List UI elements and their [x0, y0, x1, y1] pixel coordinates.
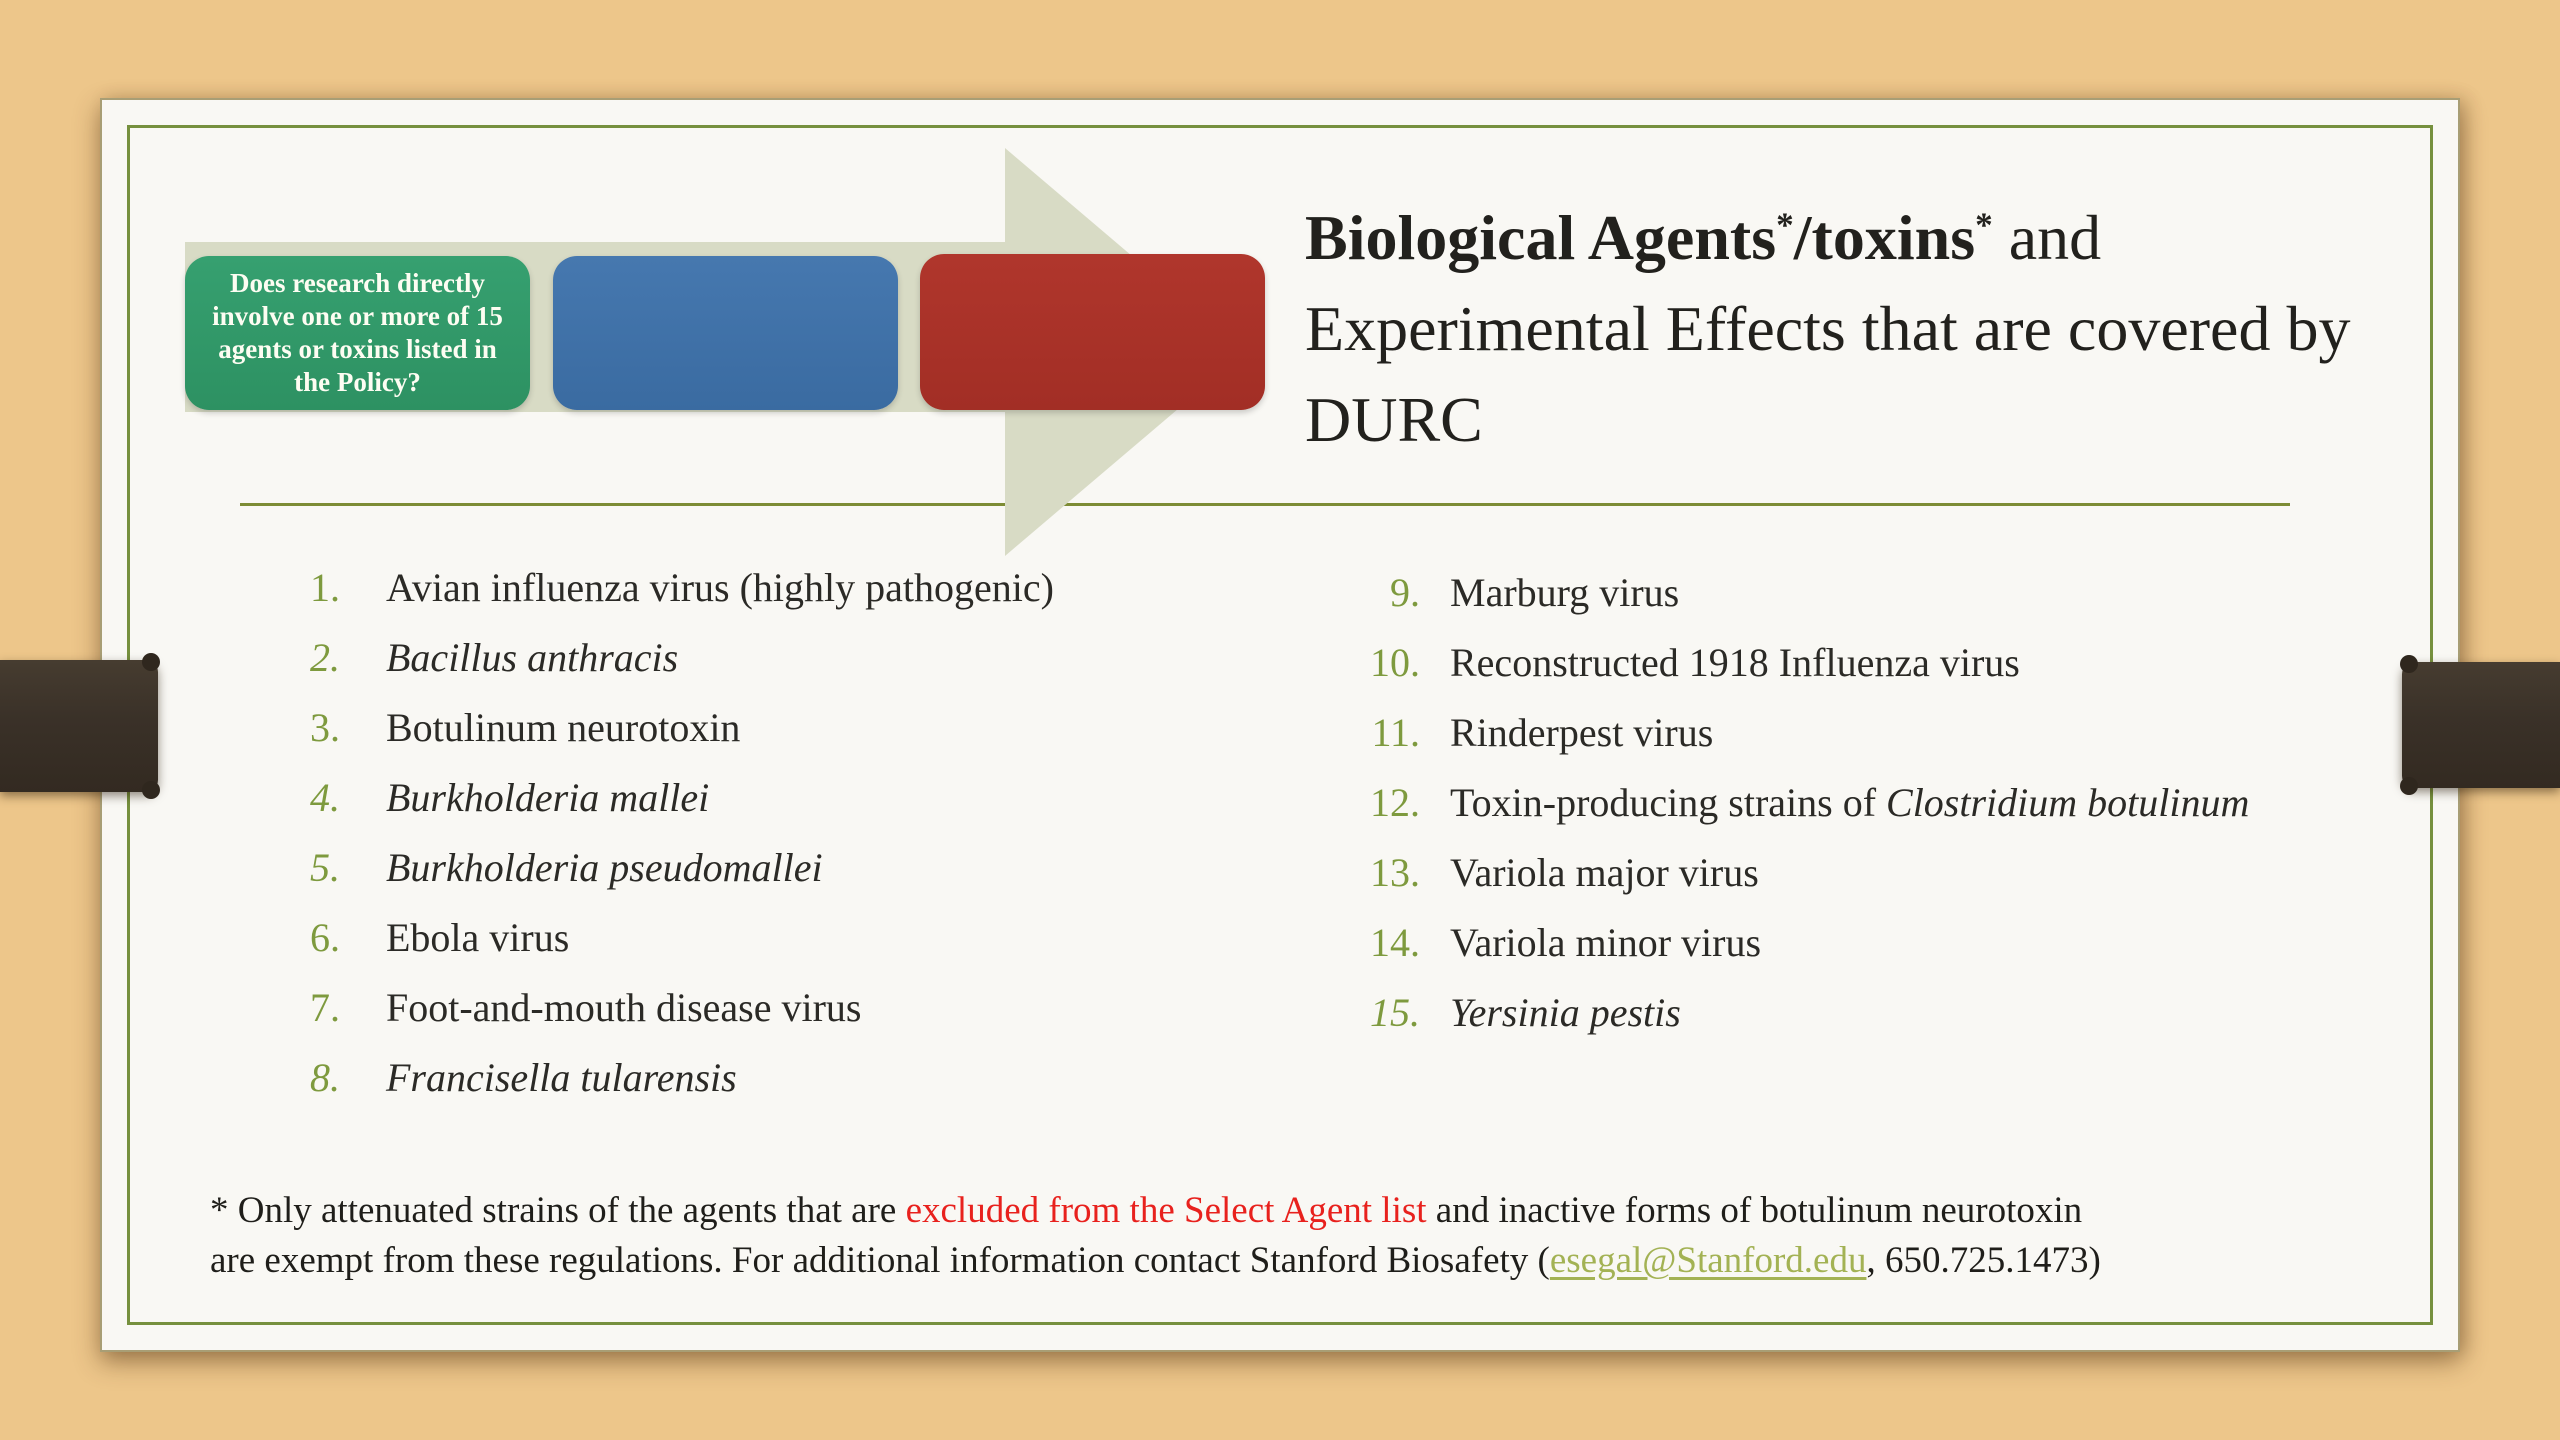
list-item-text-segment: Variola minor virus: [1450, 919, 1762, 965]
list-item-number: 11.: [1371, 709, 1420, 755]
list-item-number: 13.: [1370, 849, 1420, 895]
list-item-text-segment: Yersinia pestis: [1450, 989, 1681, 1035]
list-item-text-segment: Marburg virus: [1450, 569, 1680, 615]
list-item-text: Foot-and-mouth disease virus: [386, 984, 862, 1031]
agent-list-left-column: 1. Avian influenza virus (highly pathogen…: [240, 552, 1270, 1112]
list-item: 8. Francisella tularensis: [240, 1042, 1270, 1112]
list-item-text: Variola minor virus: [1450, 919, 1761, 966]
list-item-text: Reconstructed 1918 Influenza virus: [1450, 639, 2020, 686]
title-asterisk-1: *: [1776, 205, 1794, 245]
slide-title: Biological Agents*/toxins* and Experimen…: [1305, 192, 2415, 465]
flow-middle-box: [553, 256, 898, 410]
list-item: 11. Rinderpest virus: [1310, 697, 2450, 767]
list-item-text: Toxin-producing strains of Clostridium b…: [1450, 779, 2249, 826]
footnote-text-segment: and inactive forms of botulinum neurotox…: [1426, 1190, 2083, 1231]
list-item-number: 10.: [1370, 639, 1420, 685]
list-item-text: Francisella tularensis: [386, 1054, 737, 1101]
list-item: 14. Variola minor virus: [1310, 907, 2450, 977]
list-item-text: Rinderpest virus: [1450, 709, 1713, 756]
email-link[interactable]: esegal@Stanford.edu: [1549, 1240, 1867, 1281]
list-item-text-segment: Ebola virus: [386, 914, 570, 960]
footnote-text-segment: are exempt from these regulations. For a…: [210, 1240, 1550, 1281]
left-strap: [0, 653, 160, 799]
list-item-text-segment: Variola major virus: [1450, 849, 1759, 895]
list-item-text: Variola major virus: [1450, 849, 1759, 896]
footnote-text-segment: * Only attenuated strains of the agents …: [210, 1190, 906, 1231]
list-item: 15. Yersinia pestis: [1310, 977, 2450, 1047]
left-strap-corner-nub-bottom: [142, 781, 160, 799]
footnote-red-text: excluded from the Select Agent list: [905, 1190, 1427, 1231]
footnote-text-segment: , 650.725.1473): [1866, 1240, 2101, 1281]
list-item-text: Marburg virus: [1450, 569, 1679, 616]
list-item-text: Burkholderia pseudomallei: [386, 844, 823, 891]
title-regular-part: and Experimental Effects that are covere…: [1305, 202, 2351, 455]
list-item-text: Avian influenza virus (highly pathogenic…: [386, 564, 1054, 611]
list-item-text-segment: Toxin-producing strains of: [1450, 779, 1887, 825]
list-item-text: Burkholderia mallei: [386, 774, 709, 821]
list-item-text-segment: Reconstructed 1918 Influenza virus: [1450, 639, 2020, 685]
list-item: 1. Avian influenza virus (highly pathogen…: [240, 552, 1270, 622]
list-item-text-segment: Bacillus anthracis: [386, 634, 679, 680]
list-item: 13. Variola major virus: [1310, 837, 2450, 907]
footnote: * Only attenuated strains of the agents …: [210, 1186, 2470, 1286]
list-item-number: 1.: [310, 564, 340, 610]
list-item-text: Bacillus anthracis: [386, 634, 678, 681]
title-asterisk-2: *: [1975, 205, 1993, 245]
list-item: 4. Burkholderia mallei: [240, 762, 1270, 832]
list-item-number: 2.: [310, 634, 340, 680]
list-item-number: 15.: [1370, 989, 1420, 1035]
list-item-text-segment: Avian influenza virus (highly pathogenic…: [386, 564, 1054, 610]
list-item-number: 3.: [310, 704, 340, 750]
footnote-line-1: * Only attenuated strains of the agents …: [210, 1186, 2470, 1236]
flow-question-box: Does research directly involve one or mo…: [185, 256, 530, 410]
list-item-number: 4.: [310, 774, 340, 820]
flow-question-text: Does research directly involve one or mo…: [212, 268, 503, 397]
list-item-number: 14.: [1370, 919, 1420, 965]
list-item-number: 5.: [310, 844, 340, 890]
list-item-text-segment: Foot-and-mouth disease virus: [386, 984, 862, 1030]
list-item-number: 7.: [310, 984, 340, 1030]
list-item-text: Botulinum neurotoxin: [386, 704, 740, 751]
right-strap-corner-nub-top: [2400, 655, 2418, 673]
right-strap: [2400, 655, 2560, 795]
list-item-text-segment: Burkholderia mallei: [386, 774, 710, 820]
list-item: 12. Toxin-producing strains of Clostridiu…: [1310, 767, 2450, 837]
list-item: 7. Foot-and-mouth disease virus: [240, 972, 1270, 1042]
list-item-number: 9.: [1390, 569, 1420, 615]
list-item: 9. Marburg virus: [1310, 557, 2450, 627]
flow-end-box: [920, 254, 1265, 410]
list-item-text-segment: Rinderpest virus: [1450, 709, 1714, 755]
list-item-number: 8.: [310, 1054, 340, 1100]
title-bold-part1: Biological Agents: [1305, 202, 1777, 273]
title-bold-part2: /toxins: [1793, 202, 1976, 273]
list-item: 3. Botulinum neurotoxin: [240, 692, 1270, 762]
list-item-text-segment: Francisella tularensis: [386, 1054, 737, 1100]
list-item-text-segment: Botulinum neurotoxin: [386, 704, 741, 750]
list-item-text-segment: Burkholderia pseudomallei: [386, 844, 823, 890]
right-strap-corner-nub-bottom: [2400, 777, 2418, 795]
list-item-text: Ebola virus: [386, 914, 569, 961]
title-separator-line: [240, 503, 2290, 506]
list-item-number: 12.: [1370, 779, 1420, 825]
list-item-text-segment: Clostridium botulinum: [1886, 779, 2250, 825]
list-item-text: Yersinia pestis: [1450, 989, 1681, 1036]
footnote-line-2: are exempt from these regulations. For a…: [210, 1236, 2470, 1286]
left-strap-corner-nub-top: [142, 653, 160, 671]
list-item: 2. Bacillus anthracis: [240, 622, 1270, 692]
agent-list-right-column: 9. Marburg virus 10. Reconstructed 1918 Inf…: [1310, 557, 2450, 1047]
list-item: 6. Ebola virus: [240, 902, 1270, 972]
list-item: 10. Reconstructed 1918 Influenza virus: [1310, 627, 2450, 697]
list-item-number: 6.: [310, 914, 340, 960]
list-item: 5. Burkholderia pseudomallei: [240, 832, 1270, 902]
